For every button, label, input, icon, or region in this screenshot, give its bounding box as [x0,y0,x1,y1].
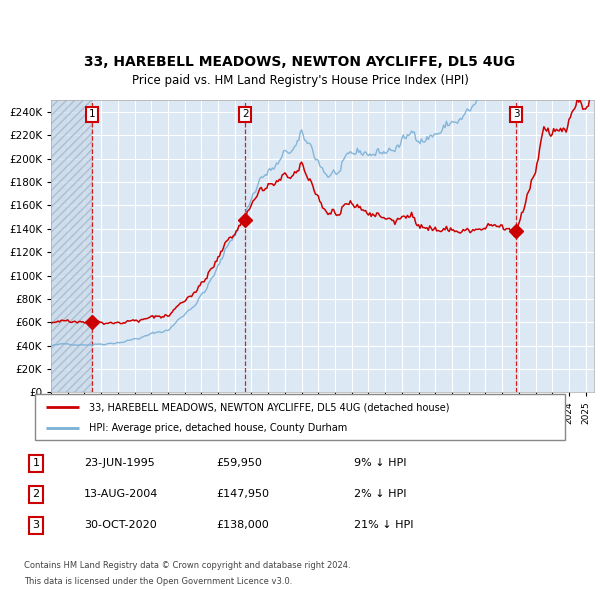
Text: 9% ↓ HPI: 9% ↓ HPI [354,458,407,468]
Text: 21% ↓ HPI: 21% ↓ HPI [354,520,413,530]
Text: HPI: Average price, detached house, County Durham: HPI: Average price, detached house, Coun… [89,424,347,434]
Text: 3: 3 [32,520,40,530]
Text: 2: 2 [242,109,248,119]
Text: Contains HM Land Registry data © Crown copyright and database right 2024.: Contains HM Land Registry data © Crown c… [24,561,350,570]
Text: £138,000: £138,000 [216,520,269,530]
Text: 1: 1 [89,109,95,119]
FancyBboxPatch shape [35,394,565,441]
Text: 1: 1 [32,458,40,468]
Text: £147,950: £147,950 [216,489,269,499]
Text: Price paid vs. HM Land Registry's House Price Index (HPI): Price paid vs. HM Land Registry's House … [131,74,469,87]
Text: This data is licensed under the Open Government Licence v3.0.: This data is licensed under the Open Gov… [24,578,292,586]
Text: 2: 2 [32,489,40,499]
Text: £59,950: £59,950 [216,458,262,468]
Text: 30-OCT-2020: 30-OCT-2020 [84,520,157,530]
Text: 33, HAREBELL MEADOWS, NEWTON AYCLIFFE, DL5 4UG (detached house): 33, HAREBELL MEADOWS, NEWTON AYCLIFFE, D… [89,402,450,412]
Text: 33, HAREBELL MEADOWS, NEWTON AYCLIFFE, DL5 4UG: 33, HAREBELL MEADOWS, NEWTON AYCLIFFE, D… [85,55,515,69]
Text: 3: 3 [512,109,519,119]
Text: 23-JUN-1995: 23-JUN-1995 [84,458,155,468]
Text: 2% ↓ HPI: 2% ↓ HPI [354,489,407,499]
Text: 13-AUG-2004: 13-AUG-2004 [84,489,158,499]
